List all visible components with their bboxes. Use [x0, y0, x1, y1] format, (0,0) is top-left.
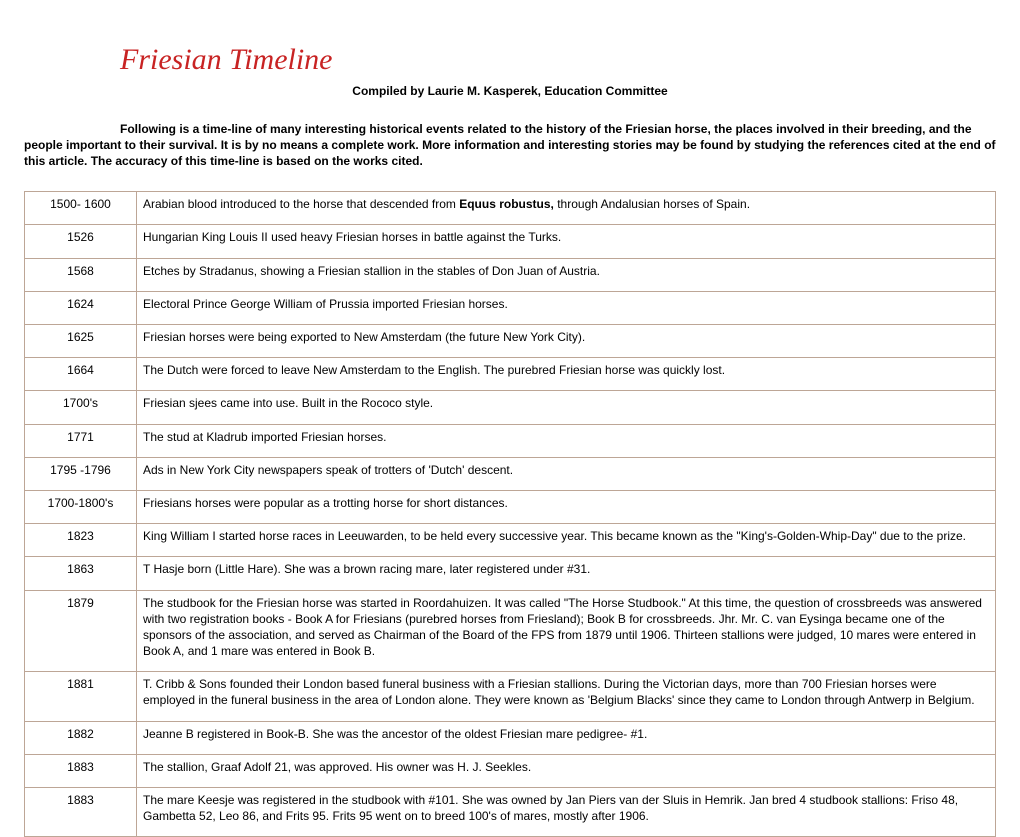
desc-cell: Etches by Stradanus, showing a Friesian … [137, 258, 996, 291]
table-row: 1863T Hasje born (Little Hare). She was … [25, 557, 996, 590]
year-cell: 1624 [25, 291, 137, 324]
desc-cell: The Dutch were forced to leave New Amste… [137, 358, 996, 391]
timeline-table: 1500- 1600 Arabian blood introduced to th… [24, 191, 996, 837]
desc-cell: T Hasje born (Little Hare). She was a br… [137, 557, 996, 590]
table-row: 1624Electoral Prince George William of P… [25, 291, 996, 324]
desc-cell: The studbook for the Friesian horse was … [137, 590, 996, 672]
table-row: 1883The mare Keesje was registered in th… [25, 788, 996, 837]
year-cell: 1879 [25, 590, 137, 672]
desc-pre: Arabian blood introduced to the horse th… [143, 197, 459, 211]
desc-cell: Ads in New York City newspapers speak of… [137, 457, 996, 490]
table-row: 1823King William I started horse races i… [25, 524, 996, 557]
table-row: 1568Etches by Stradanus, showing a Fries… [25, 258, 996, 291]
desc-cell: Jeanne B registered in Book-B. She was t… [137, 721, 996, 754]
desc-cell: The stallion, Graaf Adolf 21, was approv… [137, 754, 996, 787]
year-cell: 1700's [25, 391, 137, 424]
table-row: 1879The studbook for the Friesian horse … [25, 590, 996, 672]
year-cell: 1664 [25, 358, 137, 391]
table-row: 1664The Dutch were forced to leave New A… [25, 358, 996, 391]
table-row: 1700-1800'sFriesians horses were popular… [25, 490, 996, 523]
year-cell: 1882 [25, 721, 137, 754]
desc-cell: Friesian sjees came into use. Built in t… [137, 391, 996, 424]
year-cell: 1526 [25, 225, 137, 258]
intro-text: Following is a time-line of many interes… [24, 122, 996, 168]
desc-cell: T. Cribb & Sons founded their London bas… [137, 672, 996, 721]
desc-bold: Equus robustus, [459, 197, 554, 211]
desc-cell: King William I started horse races in Le… [137, 524, 996, 557]
intro-paragraph: Following is a time-line of many interes… [24, 121, 996, 170]
table-row: 1625Friesian horses were being exported … [25, 325, 996, 358]
desc-cell: The stud at Kladrub imported Friesian ho… [137, 424, 996, 457]
page-subtitle: Compiled by Laurie M. Kasperek, Educatio… [24, 83, 996, 99]
year-cell: 1883 [25, 754, 137, 787]
year-cell: 1795 -1796 [25, 457, 137, 490]
year-cell: 1625 [25, 325, 137, 358]
table-row: 1881T. Cribb & Sons founded their London… [25, 672, 996, 721]
desc-post: through Andalusian horses of Spain. [554, 197, 750, 211]
desc-cell: Electoral Prince George William of Pruss… [137, 291, 996, 324]
table-row: 1526Hungarian King Louis II used heavy F… [25, 225, 996, 258]
table-row: 1700'sFriesian sjees came into use. Buil… [25, 391, 996, 424]
table-row: 1882Jeanne B registered in Book-B. She w… [25, 721, 996, 754]
page-title: Friesian Timeline [120, 40, 996, 81]
year-cell: 1823 [25, 524, 137, 557]
year-cell: 1881 [25, 672, 137, 721]
desc-cell: Arabian blood introduced to the horse th… [137, 192, 996, 225]
desc-cell: Friesian horses were being exported to N… [137, 325, 996, 358]
table-row: 1883The stallion, Graaf Adolf 21, was ap… [25, 754, 996, 787]
table-row: 1771The stud at Kladrub imported Friesia… [25, 424, 996, 457]
desc-cell: Hungarian King Louis II used heavy Fries… [137, 225, 996, 258]
year-cell: 1500- 1600 [25, 192, 137, 225]
table-row: 1795 -1796Ads in New York City newspaper… [25, 457, 996, 490]
desc-cell: Friesians horses were popular as a trott… [137, 490, 996, 523]
year-cell: 1883 [25, 788, 137, 837]
table-row: 1500- 1600 Arabian blood introduced to th… [25, 192, 996, 225]
year-cell: 1700-1800's [25, 490, 137, 523]
year-cell: 1771 [25, 424, 137, 457]
desc-cell: The mare Keesje was registered in the st… [137, 788, 996, 837]
year-cell: 1568 [25, 258, 137, 291]
year-cell: 1863 [25, 557, 137, 590]
